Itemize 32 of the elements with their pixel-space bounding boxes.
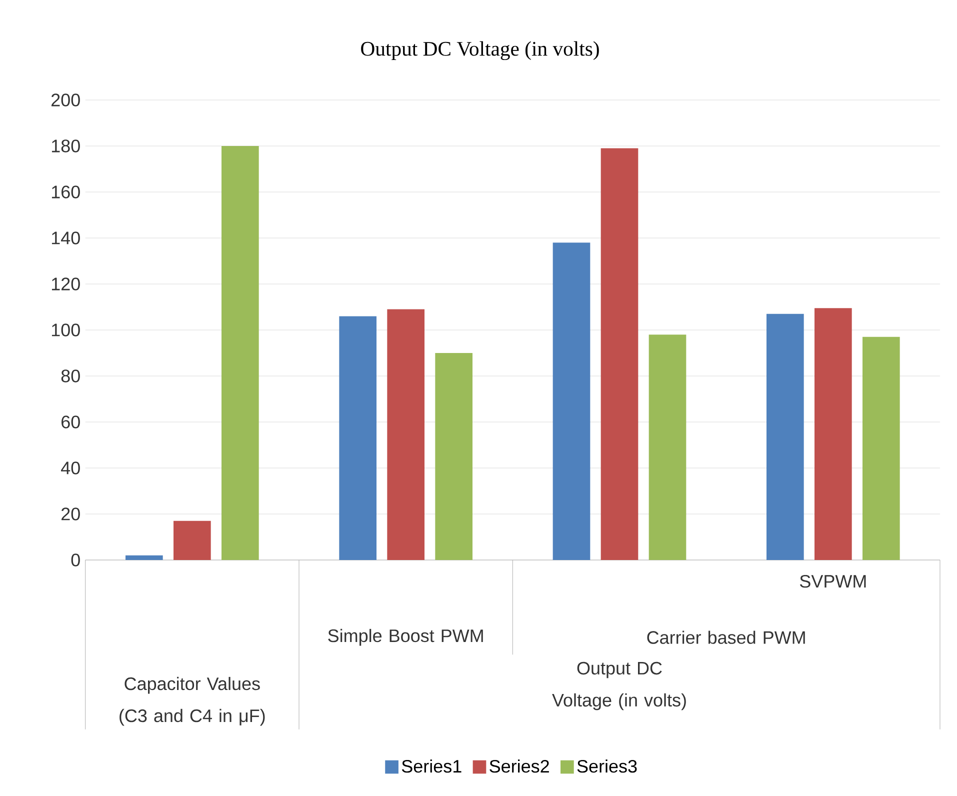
bar (339, 316, 376, 560)
text: Capacitor Values (C3 and C4 in μF) (120, 676, 265, 726)
bar (766, 314, 804, 560)
text: Output DC Voltage (in volts) (552, 662, 686, 710)
legend-label: Series1 (402, 759, 462, 773)
text: Simple Boost PWM (328, 628, 483, 646)
y-tick-label: 40 (61, 462, 80, 474)
y-tick-label: 60 (62, 416, 80, 428)
legend-label: Series3 (577, 759, 637, 773)
x-tick-label: SVPWM (800, 574, 866, 588)
y-tick-label: 180 (52, 140, 80, 152)
y-tick-label: 120 (52, 278, 80, 290)
y-tick-label: 80 (61, 370, 80, 382)
bar (814, 308, 852, 560)
bar (552, 242, 590, 560)
bar (862, 336, 900, 560)
bar (600, 148, 638, 560)
y-tick-label: 160 (52, 186, 80, 198)
text: Carrier based PWM (647, 630, 805, 644)
y-tick-label: 20 (62, 508, 80, 520)
bar (435, 352, 473, 560)
bar (222, 146, 259, 560)
legend-label: Series2 (490, 759, 549, 773)
chart-title: Output DC Voltage (in volts) (361, 41, 599, 60)
y-tick-label: 0 (71, 554, 80, 566)
bar (126, 555, 163, 560)
bar (387, 309, 425, 560)
y-tick-label: 200 (51, 94, 80, 106)
bar (648, 334, 686, 560)
y-tick-label: 140 (52, 232, 80, 244)
y-tick-label: 100 (52, 324, 80, 336)
bar (174, 520, 211, 560)
